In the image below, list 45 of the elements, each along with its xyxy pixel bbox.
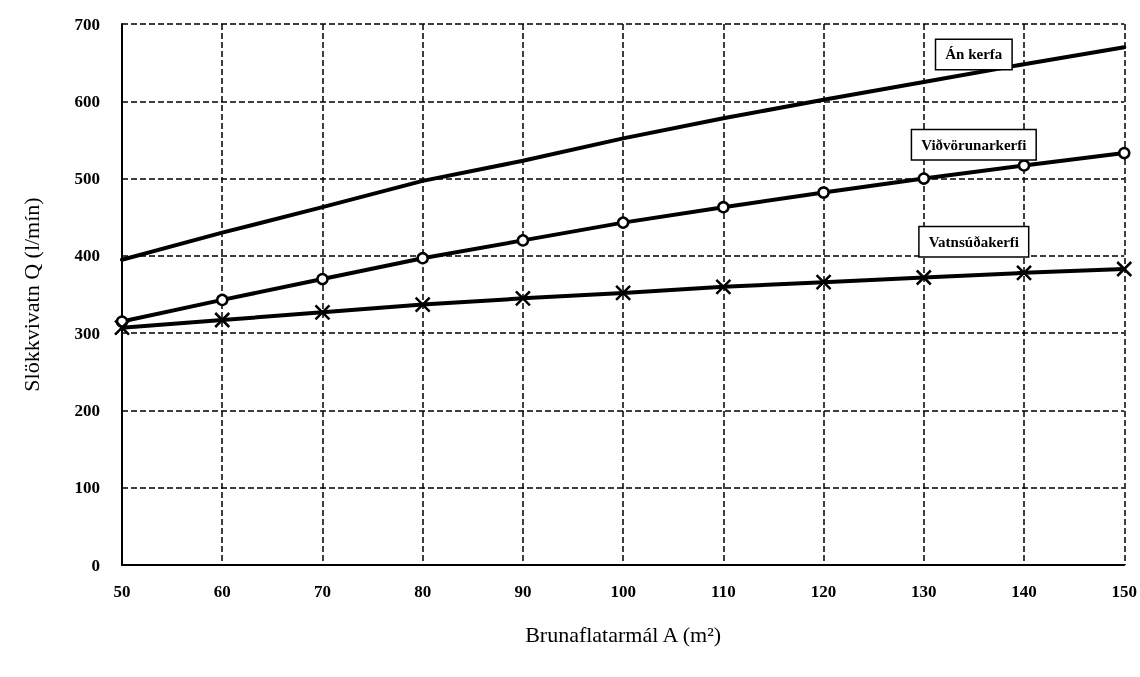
series-label: Án kerfa: [945, 46, 1003, 63]
y-tick-label: 200: [74, 400, 100, 420]
x-tick-label: 50: [113, 582, 131, 601]
x-tick-label: 110: [711, 582, 736, 601]
x-tick-label: 150: [1111, 582, 1137, 601]
x-axis-title: Brunaflatarmál A (m²): [525, 621, 722, 647]
x-tick-label: 120: [810, 582, 837, 601]
point: [316, 272, 329, 286]
point: [1015, 264, 1033, 282]
point: [715, 278, 732, 296]
point: [414, 296, 431, 313]
point: [314, 304, 331, 321]
point: [416, 251, 429, 265]
point: [215, 293, 229, 307]
point: [815, 273, 832, 291]
x-tick-label: 80: [414, 582, 432, 601]
x-tick-label: 90: [514, 582, 532, 601]
y-axis-title: Slökkvivatn Q (l/mín): [18, 197, 44, 392]
point: [514, 290, 532, 307]
x-tick-label: 100: [610, 582, 636, 601]
point: [915, 269, 933, 286]
point: [717, 200, 730, 214]
point: [113, 319, 131, 336]
y-tick-label: 300: [74, 323, 100, 343]
series-label: Viðvörunarkerfi: [921, 136, 1027, 153]
point: [1116, 260, 1133, 278]
y-tick-label: 700: [74, 14, 100, 34]
series-label: Vatnsúðakerfi: [928, 233, 1019, 250]
point: [616, 216, 630, 229]
y-tick-label: 500: [74, 169, 100, 189]
x-tick-label: 70: [313, 582, 331, 601]
point: [1017, 159, 1031, 172]
x-tick-label: 140: [1011, 582, 1037, 601]
point: [1118, 146, 1131, 160]
y-tick-label: 100: [74, 478, 100, 498]
point: [817, 186, 830, 199]
point: [516, 234, 530, 247]
y-tick-label: 0: [91, 555, 100, 575]
point: [917, 172, 931, 185]
x-tick-label: 60: [213, 582, 231, 601]
point: [614, 284, 632, 302]
point: [213, 311, 231, 329]
y-tick-label: 600: [74, 91, 100, 111]
x-tick-label: 130: [911, 582, 937, 601]
y-tick-label: 400: [74, 246, 100, 266]
